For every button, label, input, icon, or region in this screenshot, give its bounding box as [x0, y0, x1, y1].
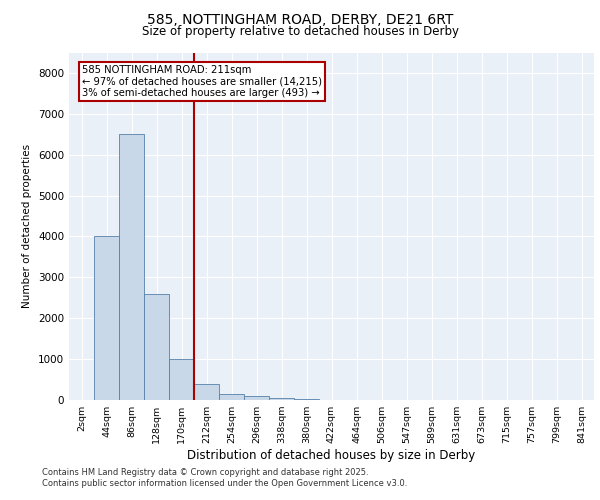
Text: Contains HM Land Registry data © Crown copyright and database right 2025.
Contai: Contains HM Land Registry data © Crown c… [42, 468, 407, 487]
X-axis label: Distribution of detached houses by size in Derby: Distribution of detached houses by size … [187, 449, 476, 462]
Bar [219, 394, 244, 400]
Bar [119, 134, 144, 400]
Text: 585, NOTTINGHAM ROAD, DERBY, DE21 6RT: 585, NOTTINGHAM ROAD, DERBY, DE21 6RT [147, 12, 453, 26]
Bar [194, 384, 219, 400]
Bar [294, 399, 319, 400]
Text: 585 NOTTINGHAM ROAD: 211sqm
← 97% of detached houses are smaller (14,215)
3% of : 585 NOTTINGHAM ROAD: 211sqm ← 97% of det… [82, 65, 322, 98]
Bar [94, 236, 119, 400]
Bar [244, 396, 269, 400]
Y-axis label: Number of detached properties: Number of detached properties [22, 144, 32, 308]
Text: Size of property relative to detached houses in Derby: Size of property relative to detached ho… [142, 25, 458, 38]
Bar [144, 294, 169, 400]
Bar [169, 359, 194, 400]
Bar [269, 398, 294, 400]
